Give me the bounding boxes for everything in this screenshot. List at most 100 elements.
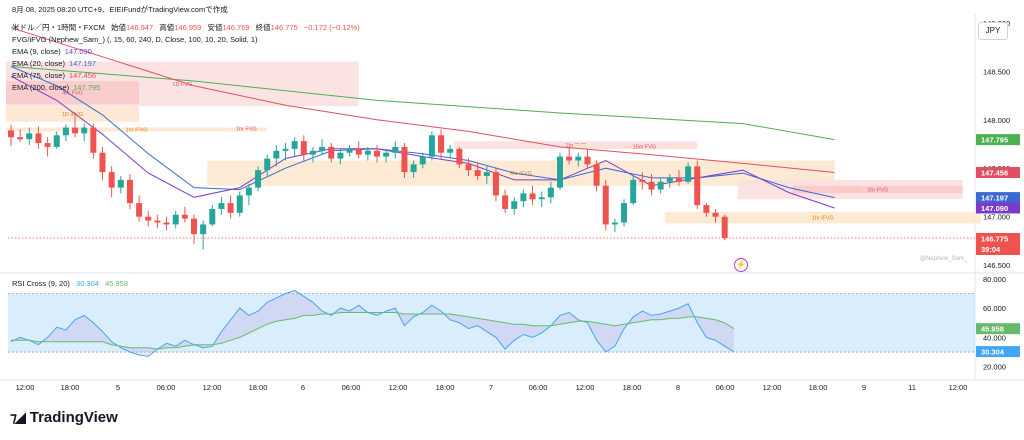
price-tag-label: 147.456 xyxy=(981,168,1008,177)
candle-body xyxy=(209,208,216,225)
candle-body xyxy=(474,170,481,176)
lightning-icon[interactable]: ⚡ xyxy=(734,258,748,272)
candle-body xyxy=(191,218,197,235)
candle-body xyxy=(465,164,472,171)
candle-body xyxy=(621,203,628,223)
candle-body xyxy=(529,193,536,200)
fvg-zone xyxy=(792,185,963,194)
candle-body xyxy=(630,179,637,204)
rsi-line xyxy=(11,312,735,350)
rsi-indicator-label[interactable]: RSI Cross (9, 20) 30.304 45.958 xyxy=(12,279,129,288)
candle-body xyxy=(355,148,362,155)
candle-body xyxy=(483,172,490,176)
price-tag-label: 146.775 xyxy=(981,235,1008,244)
candle-body xyxy=(227,203,234,213)
chart-title-line: 8月 08, 2025 08:20 UTC+9、EIEIFundがTrading… xyxy=(12,5,228,14)
ema75-label[interactable]: EMA (75, close) 147.456 xyxy=(12,71,97,80)
candle-body xyxy=(309,150,316,155)
ema9-label[interactable]: EMA (9, close) 147.090 xyxy=(12,47,92,56)
ema75-value: 147.456 xyxy=(68,71,97,80)
candle-body xyxy=(538,197,545,200)
candle-body xyxy=(126,179,133,204)
fvg-zone xyxy=(591,144,698,149)
candle-body xyxy=(200,224,207,235)
fvg-zone xyxy=(664,211,981,224)
time-tick-label: 6 xyxy=(301,383,305,392)
rsi20-value: 45.958 xyxy=(105,279,129,288)
fvg-indicator-label[interactable]: FVG/iFVG (Nephew_Sam_) (, 15, 60, 240, D… xyxy=(12,35,258,44)
ema20-label[interactable]: EMA (20, close) 147.197 xyxy=(12,59,97,68)
candle-body xyxy=(117,179,124,188)
price-tick-label: 146.500 xyxy=(983,261,1010,270)
candle-body xyxy=(392,146,399,153)
rsi9-value: 30.304 xyxy=(76,279,99,288)
candle-body xyxy=(136,203,143,217)
watermark: @Nephew_Sam_ xyxy=(920,256,968,262)
candle-body xyxy=(273,150,280,159)
time-tick-label: 06:00 xyxy=(529,383,548,392)
candle-body xyxy=(163,222,170,225)
candle-body xyxy=(721,216,728,239)
price-tag xyxy=(976,233,1020,255)
candle-body xyxy=(447,148,454,153)
candle-body xyxy=(26,133,33,140)
fvg-zone xyxy=(6,81,140,105)
time-tick-label: 18:00 xyxy=(61,383,80,392)
candle-body xyxy=(8,130,14,138)
close-value: 146.775 xyxy=(270,23,298,32)
candle-body xyxy=(648,181,655,190)
rsi-tick-label: 60.000 xyxy=(983,304,1006,313)
candle-body xyxy=(492,172,499,196)
open-label: 始値 xyxy=(111,23,127,32)
time-tick-label: 18:00 xyxy=(623,383,642,392)
time-tick-label: 5 xyxy=(116,383,120,392)
candle-body xyxy=(81,127,88,134)
candle-body xyxy=(300,141,307,155)
high-label: 高値 xyxy=(159,23,175,32)
time-tick-label: 11 xyxy=(908,383,916,392)
time-tick-label: 18:00 xyxy=(249,383,268,392)
candle-body xyxy=(639,179,646,182)
rsi-tick-label: 40.000 xyxy=(983,333,1006,342)
rsi-tick-label: 80.000 xyxy=(983,275,1006,284)
fvg-zone-label: 1hr FVG xyxy=(236,126,257,132)
candle-body xyxy=(282,148,289,151)
fvg-zone-label: 4hr FVG xyxy=(62,91,83,97)
time-tick-label: 12:00 xyxy=(16,383,35,392)
price-tag xyxy=(976,202,1020,214)
time-tick-label: 7 xyxy=(489,383,493,392)
fvg-zone-label: 1hr iFVG xyxy=(812,216,834,222)
candle-body xyxy=(657,181,664,190)
time-tick-label: 8 xyxy=(676,383,680,392)
open-value: 146.947 xyxy=(126,23,154,32)
candle-body xyxy=(383,152,390,157)
fvg-zone xyxy=(207,160,835,186)
candle-body xyxy=(438,135,445,153)
high-value: 146.959 xyxy=(174,23,202,32)
time-tick-label: 06:00 xyxy=(342,383,361,392)
fvg-zone xyxy=(6,127,268,132)
time-tick-label: 06:00 xyxy=(157,383,176,392)
candle-body xyxy=(511,201,518,209)
time-tick-label: 18:00 xyxy=(436,383,455,392)
rsi-band xyxy=(8,293,975,353)
fvg-zone-label: 1hr iFVG xyxy=(126,127,148,133)
candle-body xyxy=(611,222,618,225)
time-tick-label: 18:00 xyxy=(809,383,828,392)
candle-body xyxy=(172,214,179,225)
candle-body xyxy=(108,172,115,188)
candle-body xyxy=(35,133,42,144)
candle-body xyxy=(602,185,609,225)
close-label: 終値 xyxy=(255,23,271,32)
change-value: −0.172 (−0.12%) xyxy=(303,23,360,32)
currency-button[interactable]: JPY xyxy=(978,22,1008,40)
candle-body xyxy=(99,152,106,173)
price-header: 米ドル／円・1時間・FXCM 始値146.947 高値146.959 安値146… xyxy=(12,23,364,32)
low-value: 146.769 xyxy=(222,23,250,32)
candle-body xyxy=(44,143,51,147)
candle-body xyxy=(291,141,298,149)
candle-body xyxy=(62,127,69,136)
time-tick-label: 12:00 xyxy=(763,383,782,392)
ema200-label[interactable]: EMA (200, close) 147.795 xyxy=(12,83,101,92)
